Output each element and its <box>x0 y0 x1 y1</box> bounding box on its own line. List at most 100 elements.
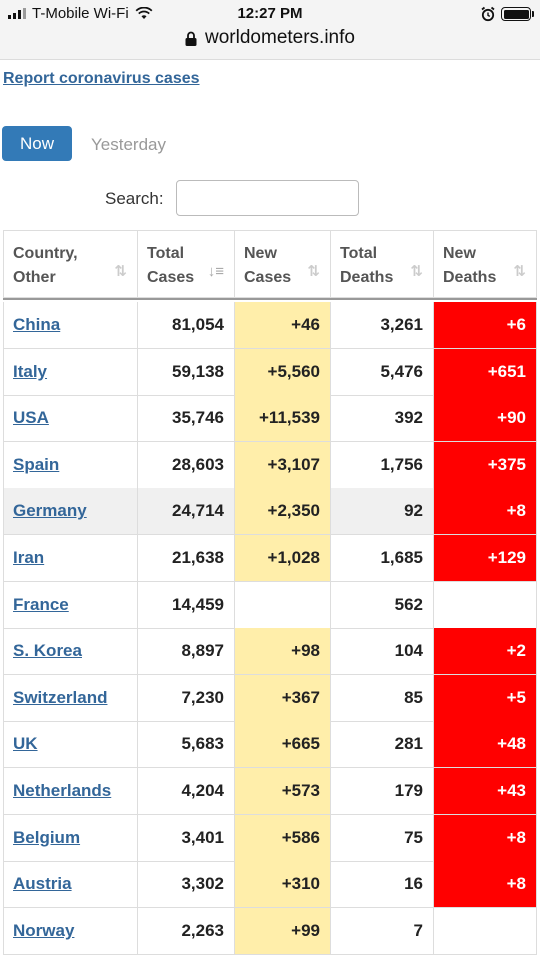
new-deaths-cell <box>434 581 537 629</box>
new-cases-cell: +3,107 <box>235 441 331 489</box>
table-row: USA 35,746 +11,539 392 +90 <box>3 395 537 443</box>
table-row: UK 5,683 +665 281 +48 <box>3 721 537 769</box>
country-link[interactable]: Italy <box>13 361 48 381</box>
new-cases-cell: +98 <box>235 628 331 676</box>
new-deaths-cell: +2 <box>434 628 537 676</box>
column-header-country[interactable]: Country, Other ⇅ <box>3 231 138 298</box>
new-deaths-cell: +5 <box>434 674 537 722</box>
new-deaths-cell: +651 <box>434 348 537 396</box>
header-label-line2: Cases <box>147 269 195 286</box>
new-cases-cell: +1,028 <box>235 535 331 582</box>
battery-icon <box>501 7 531 21</box>
total-cases-cell: 8,897 <box>138 628 235 676</box>
header-label-line1: New <box>244 245 277 262</box>
country-link[interactable]: Germany <box>13 501 87 521</box>
search-label: Search: <box>105 189 164 208</box>
alarm-icon <box>481 6 495 22</box>
table-row: Italy 59,138 +5,560 5,476 +651 <box>3 348 537 396</box>
table-row: S. Korea 8,897 +98 104 +2 <box>3 628 537 676</box>
new-cases-cell: +2,350 <box>235 488 331 536</box>
table-row: Austria 3,302 +310 16 +8 <box>3 861 537 909</box>
table-row: Spain 28,603 +3,107 1,756 +375 <box>3 441 537 489</box>
country-link[interactable]: Norway <box>13 920 75 940</box>
tab-now[interactable]: Now <box>2 126 72 161</box>
table-row: France 14,459 562 <box>3 581 537 629</box>
search-input[interactable] <box>176 180 359 216</box>
table-row: Netherlands 4,204 +573 179 +43 <box>3 768 537 815</box>
total-deaths-cell: 5,476 <box>331 348 434 396</box>
table-row: Switzerland 7,230 +367 85 +5 <box>3 674 537 722</box>
new-cases-cell: +573 <box>235 768 331 815</box>
country-link[interactable]: Austria <box>13 874 72 894</box>
total-cases-cell: 4,204 <box>138 768 235 815</box>
new-cases-cell: +11,539 <box>235 395 331 443</box>
total-deaths-cell: 85 <box>331 674 434 722</box>
total-cases-cell: 2,263 <box>138 907 235 955</box>
country-link[interactable]: S. Korea <box>13 641 82 661</box>
country-cell: Switzerland <box>3 674 138 722</box>
header-label-line2: Other <box>13 269 56 286</box>
country-link[interactable]: Iran <box>13 548 45 567</box>
carrier-name: T-Mobile Wi-Fi <box>32 5 129 22</box>
sort-descending-icon: ↓≡ <box>207 263 224 280</box>
new-cases-cell: +99 <box>235 907 331 955</box>
address-bar[interactable]: worldometers.info <box>0 27 540 49</box>
header-label-line1: Country, <box>13 245 78 262</box>
battery-tip <box>532 11 534 17</box>
country-link[interactable]: UK <box>13 734 38 754</box>
country-cell: UK <box>3 721 138 769</box>
table-row: Norway 2,263 +99 7 <box>3 907 537 955</box>
tab-yesterday[interactable]: Yesterday <box>91 135 166 154</box>
carrier-indicator: T-Mobile Wi-Fi <box>8 5 153 22</box>
total-deaths-cell: 1,685 <box>331 535 434 582</box>
country-cell: Netherlands <box>3 768 138 815</box>
total-deaths-cell: 392 <box>331 395 434 443</box>
total-cases-cell: 35,746 <box>138 395 235 443</box>
column-header-total-cases[interactable]: Total Cases ↓≡ <box>138 231 235 298</box>
sort-icon: ⇅ <box>307 263 320 280</box>
country-link[interactable]: France <box>13 594 69 614</box>
new-deaths-cell: +8 <box>434 488 537 536</box>
country-link[interactable]: China <box>13 315 61 334</box>
table-header: Country, Other ⇅ Total Cases ↓≡ New Case… <box>3 230 537 300</box>
new-cases-cell: +367 <box>235 674 331 722</box>
total-cases-cell: 3,302 <box>138 861 235 909</box>
wifi-icon <box>135 7 153 19</box>
new-deaths-cell: +129 <box>434 535 537 582</box>
country-link[interactable]: Spain <box>13 454 60 474</box>
header-label-line2: Deaths <box>340 269 394 286</box>
total-deaths-cell: 104 <box>331 628 434 676</box>
column-header-new-cases[interactable]: New Cases ⇅ <box>235 231 331 298</box>
total-cases-cell: 59,138 <box>138 348 235 396</box>
url-text: worldometers.info <box>205 27 355 48</box>
country-cell: Norway <box>3 907 138 955</box>
table-row: Belgium 3,401 +586 75 +8 <box>3 814 537 862</box>
total-deaths-cell: 562 <box>331 581 434 629</box>
total-deaths-cell: 179 <box>331 768 434 815</box>
country-link[interactable]: Switzerland <box>13 687 108 707</box>
report-cases-link[interactable]: Report coronavirus cases <box>3 70 200 87</box>
lock-icon <box>185 31 197 46</box>
column-header-new-deaths[interactable]: New Deaths ⇅ <box>434 231 537 298</box>
country-cell: Italy <box>3 348 138 396</box>
country-link[interactable]: Belgium <box>13 827 81 847</box>
new-deaths-cell: +90 <box>434 395 537 443</box>
column-header-total-deaths[interactable]: Total Deaths ⇅ <box>331 231 434 298</box>
country-link[interactable]: USA <box>13 408 49 428</box>
status-time: 12:27 PM <box>237 5 303 22</box>
country-cell: Austria <box>3 861 138 909</box>
new-deaths-cell: +43 <box>434 768 537 815</box>
country-cell: China <box>3 302 138 349</box>
table-row: China 81,054 +46 3,261 +6 <box>3 302 537 349</box>
new-deaths-cell: +8 <box>434 861 537 909</box>
total-cases-cell: 14,459 <box>138 581 235 629</box>
header-label-line2: Deaths <box>443 269 497 286</box>
cellular-signal-icon <box>8 8 26 19</box>
total-deaths-cell: 92 <box>331 488 434 536</box>
total-cases-cell: 28,603 <box>138 441 235 489</box>
new-cases-cell: +310 <box>235 861 331 909</box>
country-link[interactable]: Netherlands <box>13 781 112 800</box>
new-cases-cell <box>235 581 331 629</box>
country-cell: USA <box>3 395 138 443</box>
total-deaths-cell: 3,261 <box>331 302 434 349</box>
